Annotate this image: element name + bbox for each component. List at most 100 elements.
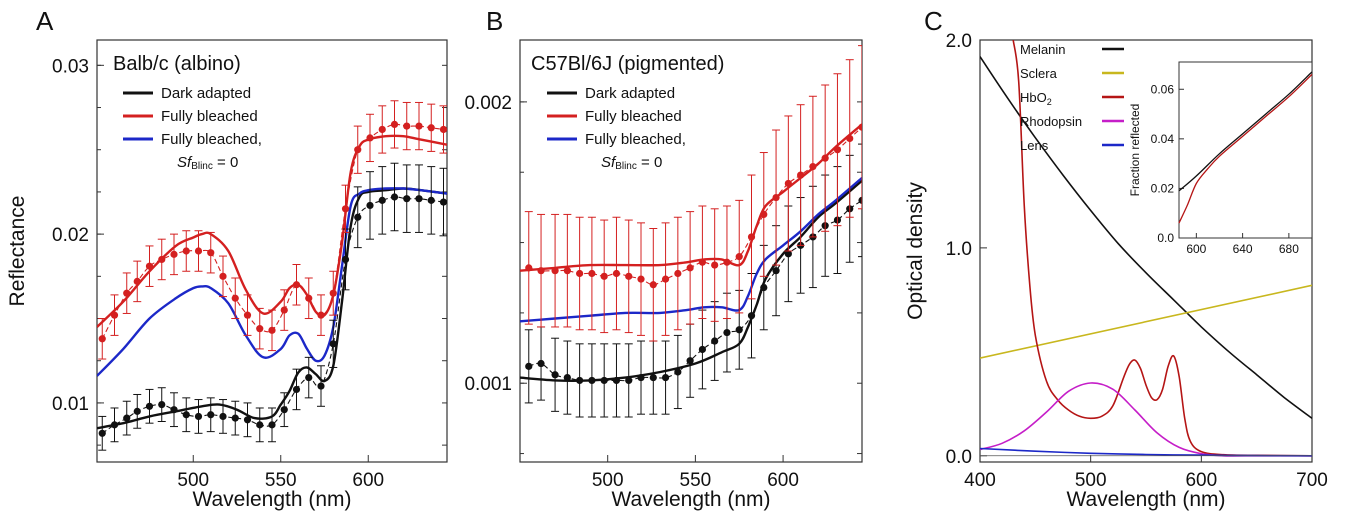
series-line-melanin (980, 56, 1312, 419)
y-axis-label: Optical density (904, 182, 927, 320)
data-point (366, 201, 374, 210)
plot-frame (519, 39, 863, 463)
data-point (427, 124, 435, 132)
data-point (305, 294, 313, 302)
data-point (268, 326, 276, 334)
data-point (858, 196, 862, 204)
data-point (256, 325, 264, 333)
data-point (846, 134, 854, 143)
data-point (674, 368, 682, 376)
data-point (525, 362, 533, 370)
data-point (625, 376, 633, 385)
data-point (588, 269, 596, 278)
y-tick-label: 2.0 (946, 31, 972, 52)
data-point (292, 385, 301, 394)
legend-sf-subscript: Blinc (191, 161, 213, 172)
data-point (145, 402, 154, 410)
data-point (661, 374, 670, 382)
legend-label: Fully bleached, (585, 131, 686, 148)
data-point (378, 125, 386, 134)
data-point (809, 163, 817, 171)
data-point (123, 414, 131, 422)
data-point (625, 272, 633, 280)
data-point (439, 198, 447, 206)
data-point (329, 289, 337, 297)
data-point (219, 412, 227, 421)
data-point (366, 134, 374, 142)
data-point (305, 374, 313, 382)
legend-label: HbO2 (1020, 90, 1052, 107)
legend-label: Fully bleached, (161, 131, 262, 148)
data-point (280, 306, 288, 314)
inset-y-tick-label: 0.04 (1151, 132, 1175, 146)
series-line-sclera (980, 284, 1312, 359)
data-point (600, 376, 608, 385)
data-point (698, 345, 707, 354)
legend-label-subscript: 2 (1047, 97, 1052, 107)
inset-series-line-melanin (1178, 71, 1313, 192)
data-point (158, 255, 166, 264)
series-line-fully-bleached-sf-blinc-0 (520, 176, 862, 323)
data-point (123, 289, 131, 297)
data-point (231, 414, 239, 422)
inset-x-tick-label: 640 (1233, 242, 1253, 256)
data-dashed-line (101, 123, 444, 340)
data-point (661, 275, 670, 283)
data-point (182, 247, 190, 255)
data-point (551, 267, 559, 275)
data-point (551, 371, 559, 379)
legend-label-text: HbO (1020, 90, 1047, 105)
data-point (747, 233, 756, 241)
data-point (612, 376, 621, 385)
y-tick-label: 0.03 (52, 56, 89, 77)
data-dashed-line (528, 199, 862, 382)
data-point (341, 255, 350, 264)
series-line-dark-adapted (520, 179, 862, 382)
data-point (415, 195, 423, 203)
series-line-rhodopsin (980, 382, 1312, 457)
legend-label: Fully bleached (161, 108, 258, 125)
x-tick-label: 500 (177, 470, 209, 491)
data-point (219, 272, 227, 280)
x-tick-label: 600 (1185, 470, 1217, 491)
legend-label: Lens (1020, 138, 1049, 153)
data-point (317, 382, 325, 390)
data-point (170, 406, 178, 414)
panel-b-reflectance-chart: 500 550 600 0.001 0.002 Wavelength (nm) C57Bl/… (464, 39, 863, 511)
data-point (711, 261, 719, 269)
legend-label: Dark adapted (161, 85, 251, 102)
y-tick-label: 1.0 (946, 239, 972, 260)
data-point (784, 179, 792, 188)
legend-label-continuation: SfBlinc = 0 (177, 154, 238, 172)
x-tick-label: 400 (964, 470, 996, 491)
data-point (525, 264, 533, 272)
legend-label: Rhodopsin (1020, 114, 1082, 129)
series-group (97, 100, 447, 451)
y-tick-label: 0.002 (464, 93, 512, 114)
plot-frame (96, 39, 448, 463)
data-point (110, 311, 119, 319)
y-tick-label: 0.02 (52, 225, 89, 246)
data-point (588, 376, 596, 385)
data-point (576, 269, 584, 278)
x-axis-label: Wavelength (nm) (192, 488, 351, 511)
data-point (145, 262, 154, 270)
data-point (784, 250, 792, 258)
x-tick-label: 550 (680, 470, 712, 491)
data-point (760, 210, 768, 219)
data-point (637, 275, 645, 283)
data-point (292, 281, 301, 289)
data-point (537, 267, 545, 275)
data-point (576, 376, 584, 385)
data-point (207, 249, 215, 257)
data-point (378, 196, 386, 204)
data-point (686, 357, 694, 365)
data-point (231, 294, 239, 302)
data-point (797, 171, 805, 179)
x-tick-label: 500 (1075, 470, 1107, 491)
legend-sf-subscript: Blinc (615, 161, 637, 172)
inset-frame (1178, 61, 1313, 239)
data-point (317, 311, 325, 319)
data-point (390, 120, 399, 128)
